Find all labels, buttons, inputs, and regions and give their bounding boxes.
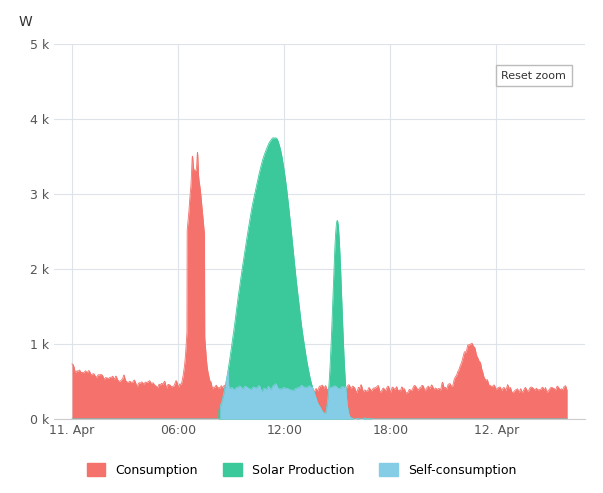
- Y-axis label: W: W: [18, 15, 32, 30]
- Text: Reset zoom: Reset zoom: [502, 70, 566, 80]
- Legend: Consumption, Solar Production, Self-consumption: Consumption, Solar Production, Self-cons…: [81, 458, 522, 482]
